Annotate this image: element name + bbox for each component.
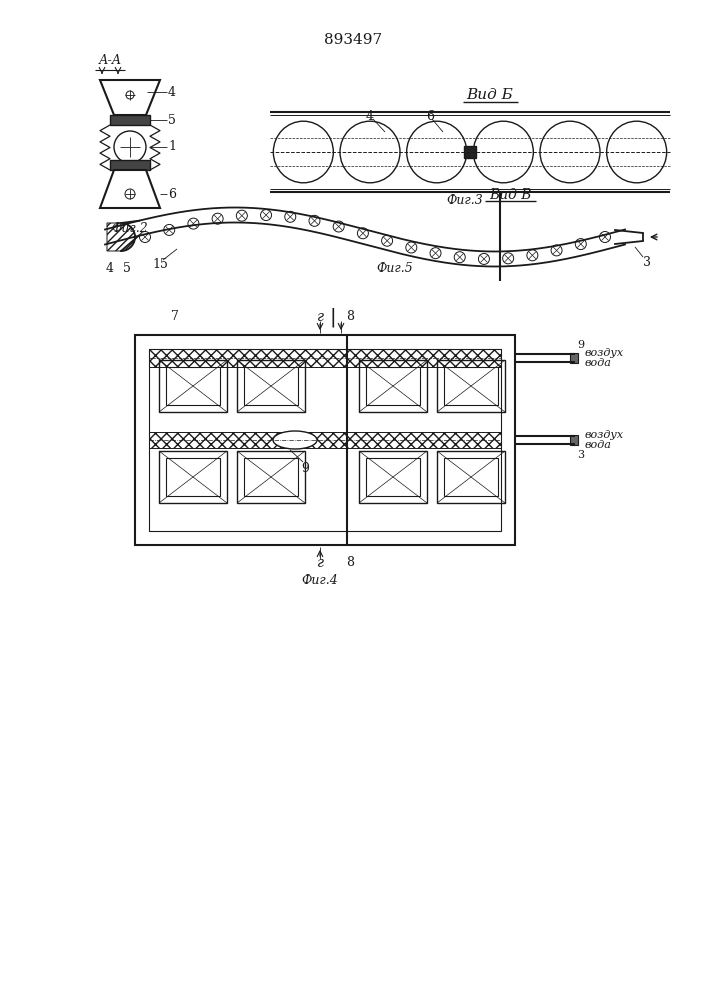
Bar (159, 360, 227, 412)
Text: 893497: 893497 (324, 33, 382, 47)
Ellipse shape (340, 121, 400, 183)
Circle shape (188, 218, 199, 229)
Text: 4: 4 (366, 110, 374, 123)
Text: Фиг.3: Фиг.3 (447, 194, 484, 207)
Circle shape (406, 242, 417, 253)
Bar (366, 458, 420, 496)
Text: Фиг.2: Фиг.2 (112, 222, 148, 234)
Bar (570, 353, 578, 363)
Text: 4: 4 (168, 86, 176, 99)
Bar (359, 360, 427, 412)
Bar (444, 458, 498, 496)
Polygon shape (100, 170, 160, 208)
Circle shape (358, 228, 368, 239)
Bar (359, 451, 427, 503)
Text: 5: 5 (168, 113, 176, 126)
Text: А-А: А-А (98, 53, 122, 66)
Text: 9: 9 (577, 340, 584, 350)
Circle shape (454, 252, 465, 263)
Circle shape (125, 189, 135, 199)
Circle shape (139, 232, 151, 242)
Bar (244, 458, 298, 496)
Circle shape (382, 235, 392, 246)
Text: Вид Б: Вид Б (467, 88, 513, 102)
Bar (244, 367, 298, 405)
Ellipse shape (473, 121, 533, 183)
Circle shape (236, 210, 247, 221)
Bar (570, 435, 578, 445)
Text: 4: 4 (106, 262, 114, 275)
Bar (149, 349, 501, 367)
Bar (464, 146, 476, 158)
Text: г: г (317, 556, 324, 570)
Text: 3: 3 (577, 450, 584, 460)
Circle shape (575, 239, 586, 250)
Text: 5: 5 (123, 262, 131, 275)
Text: 8: 8 (346, 310, 354, 324)
Circle shape (309, 215, 320, 226)
Ellipse shape (607, 121, 667, 183)
Text: Вид В: Вид В (489, 188, 531, 202)
Polygon shape (100, 80, 160, 115)
Text: 6: 6 (168, 188, 176, 200)
Bar (444, 367, 498, 405)
Bar (149, 432, 501, 448)
Bar (159, 451, 227, 503)
Bar (166, 458, 220, 496)
Bar (110, 160, 150, 170)
Text: вода: вода (585, 358, 612, 368)
Bar (237, 451, 305, 503)
Text: 1: 1 (168, 140, 176, 153)
Circle shape (285, 211, 296, 222)
Text: 3: 3 (643, 255, 651, 268)
Text: вода: вода (585, 440, 612, 450)
Bar (237, 360, 305, 412)
Circle shape (430, 248, 441, 259)
Text: воздух: воздух (585, 430, 624, 440)
Bar (437, 360, 505, 412)
Circle shape (479, 253, 489, 264)
Circle shape (527, 250, 538, 261)
Bar (366, 367, 420, 405)
Circle shape (600, 232, 611, 242)
Circle shape (333, 221, 344, 232)
Bar (110, 115, 150, 125)
Circle shape (551, 245, 562, 256)
Text: 6: 6 (426, 110, 434, 123)
Text: 15: 15 (152, 258, 168, 271)
Bar (135, 335, 515, 545)
Text: 9: 9 (301, 462, 309, 475)
Circle shape (212, 213, 223, 224)
Ellipse shape (273, 431, 317, 449)
Text: г: г (317, 310, 324, 324)
Circle shape (503, 253, 514, 264)
Text: воздух: воздух (585, 348, 624, 358)
Circle shape (126, 91, 134, 99)
Bar (149, 349, 501, 531)
Text: |: | (329, 307, 337, 327)
Text: Фиг.4: Фиг.4 (302, 574, 339, 586)
Circle shape (164, 224, 175, 235)
Circle shape (114, 131, 146, 163)
Text: 8: 8 (346, 556, 354, 570)
Ellipse shape (274, 121, 333, 183)
Bar (166, 367, 220, 405)
Circle shape (261, 210, 271, 221)
Text: Фиг.5: Фиг.5 (377, 261, 414, 274)
Ellipse shape (407, 121, 467, 183)
Bar (437, 451, 505, 503)
Ellipse shape (540, 121, 600, 183)
Text: 7: 7 (171, 310, 179, 324)
